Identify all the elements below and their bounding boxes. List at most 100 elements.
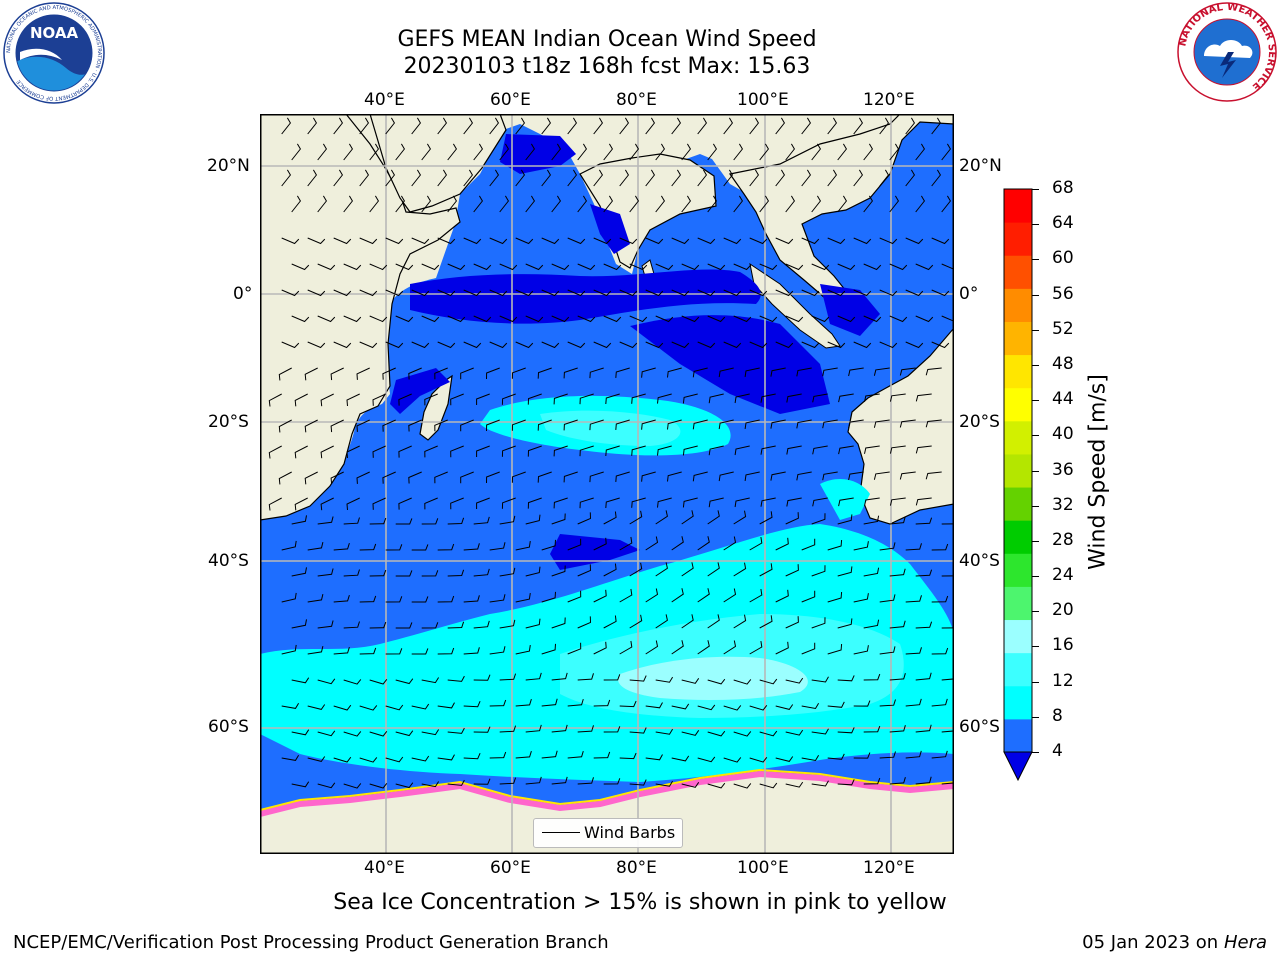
wind-barb [447, 517, 465, 525]
wind-barb [346, 497, 360, 511]
wind-barb [827, 237, 846, 245]
wind-barb [931, 750, 948, 759]
wind-barb [801, 289, 820, 297]
wind-barb [645, 702, 663, 709]
wind-barb [697, 117, 708, 135]
wind-barb [733, 143, 744, 161]
wind-barb [619, 752, 637, 760]
wind-barb [619, 289, 638, 297]
wind-barb [655, 143, 666, 161]
wind-barb [489, 699, 507, 707]
wind-barb [463, 647, 480, 655]
wind-barb [567, 289, 586, 297]
wind-barb [541, 117, 552, 135]
wind-barb [864, 497, 880, 506]
wind-barb [889, 516, 906, 525]
wind-barb [437, 237, 456, 245]
wind-barb [760, 497, 776, 507]
wind-barb [681, 614, 694, 629]
wind-barb [369, 517, 387, 525]
wind-barb [619, 640, 633, 655]
wind-barb [603, 315, 622, 323]
wind-barb [931, 289, 950, 297]
wind-barb [499, 619, 516, 629]
wind-barb [278, 419, 292, 433]
wind-barb [473, 726, 491, 733]
wind-barb [343, 195, 354, 213]
wind-barb [853, 117, 864, 135]
wind-barb [356, 471, 370, 484]
wind-barb [931, 595, 949, 603]
wind-barb [421, 315, 440, 323]
wind-barb [499, 725, 517, 733]
wind-barb [398, 497, 412, 510]
wind-barb [838, 497, 854, 507]
wind-barb [294, 497, 308, 511]
wind-barb [525, 566, 541, 577]
wind-barb [801, 117, 812, 135]
wind-barb [671, 755, 690, 762]
colorbar-tick-mark [1032, 189, 1039, 190]
wind-barb [333, 756, 352, 763]
wind-barb [723, 588, 737, 603]
wind-barb [320, 445, 334, 459]
wind-barb [889, 568, 906, 577]
colorbar-tick-label: 12 [1052, 670, 1074, 691]
wind-barb [707, 782, 726, 789]
wind-barb [681, 730, 700, 736]
wind-barb [931, 698, 948, 707]
wind-barb [723, 536, 737, 551]
wind-barb [889, 315, 908, 323]
wind-barb [359, 595, 377, 603]
wind-barb [437, 647, 455, 655]
wind-barb [603, 143, 614, 161]
wind-barb [346, 445, 360, 459]
wind-barb [785, 729, 804, 736]
wind-barb [567, 642, 582, 655]
wind-barb [333, 237, 352, 245]
wind-barb [395, 622, 413, 629]
wind-barbs [268, 117, 954, 789]
wind-barb [333, 169, 344, 187]
wind-barb [278, 471, 292, 485]
wind-barb [281, 540, 297, 551]
wind-barb [577, 315, 596, 323]
wind-barb [615, 367, 630, 378]
wind-barb [515, 117, 526, 135]
wind-barb [359, 647, 377, 655]
wind-barb [304, 419, 318, 433]
wind-barb [421, 518, 439, 525]
wind-barb [801, 169, 812, 187]
wind-barb [421, 195, 432, 213]
wind-barb [593, 169, 604, 187]
wind-barb [681, 678, 700, 684]
wind-barb [889, 497, 906, 506]
wind-barb [489, 646, 506, 655]
wind-barb [333, 341, 352, 349]
wind-barb [450, 445, 464, 458]
wind-barb [463, 753, 481, 760]
wind-barb [760, 393, 776, 403]
wind-barb [307, 289, 326, 297]
wind-barb [525, 724, 542, 733]
wind-barb [395, 730, 414, 737]
colorbar-cell [1004, 453, 1032, 488]
wind-barb [811, 513, 826, 525]
wind-barb [385, 544, 403, 551]
wind-barb [281, 341, 300, 349]
colorbar-cell [1004, 520, 1032, 554]
wind-barb [671, 588, 684, 603]
wind-barb [785, 564, 799, 577]
wind-barb [489, 169, 500, 187]
wind-barb [450, 393, 464, 406]
wind-barb [291, 567, 307, 577]
wind-barb [593, 117, 604, 135]
wind-barb [447, 195, 458, 213]
wind-barb [629, 675, 647, 682]
wind-barb [744, 471, 760, 481]
wind-barb [593, 289, 612, 297]
wind-barb [801, 237, 820, 245]
wind-barb [775, 589, 789, 603]
colorbar-tick-mark [1032, 294, 1039, 296]
wind-barb [697, 588, 710, 603]
